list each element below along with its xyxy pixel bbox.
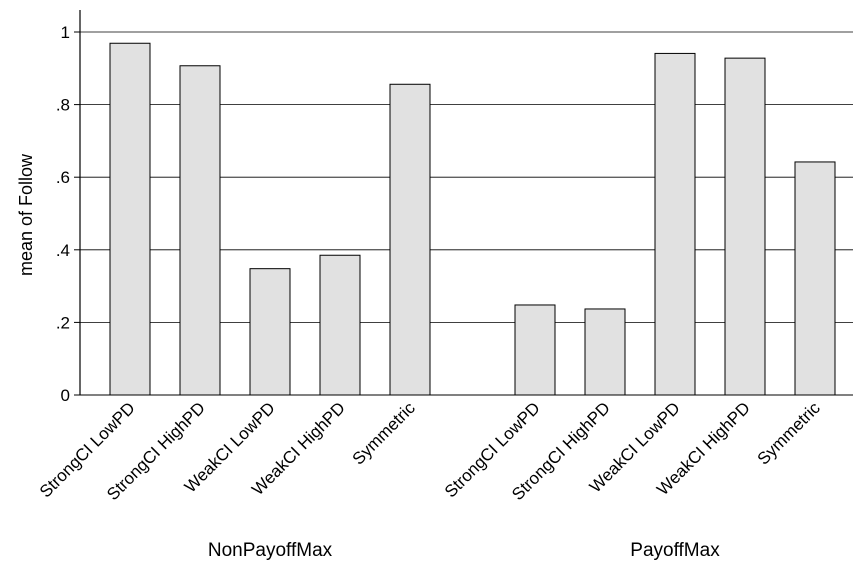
- category-label: Symmetric: [754, 398, 825, 469]
- bar-nonpayoffmax-symmetric: [389, 83, 431, 396]
- bar-payoffmax-weakci-lowpd: [654, 52, 696, 396]
- bar-payoffmax-strongci-lowpd: [514, 304, 556, 396]
- group-labels: NonPayoffMax PayoffMax: [208, 540, 720, 561]
- category-label: Symmetric: [349, 398, 420, 469]
- y-tick-label: 0: [61, 386, 70, 405]
- y-tick-label: .8: [56, 96, 70, 115]
- y-axis-title: mean of Follow: [16, 153, 36, 276]
- y-tick-label: .4: [56, 241, 70, 260]
- bar-nonpayoffmax-weakci-lowpd: [249, 268, 291, 396]
- bar-payoffmax-symmetric: [794, 161, 836, 396]
- bar-payoffmax-strongci-highpd: [584, 308, 626, 396]
- group-label: NonPayoffMax: [208, 540, 333, 561]
- bar-nonpayoffmax-strongci-lowpd: [109, 42, 151, 396]
- y-ticks: 0 .2 .4 .6 .8 1: [56, 23, 80, 405]
- y-tick-label: .2: [56, 313, 70, 332]
- y-tick-label: .6: [56, 168, 70, 187]
- bars: [109, 42, 836, 396]
- bar-payoffmax-weakci-highpd: [724, 57, 766, 396]
- group-label: PayoffMax: [630, 540, 720, 561]
- y-tick-label: 1: [61, 23, 70, 42]
- bar-nonpayoffmax-weakci-highpd: [319, 254, 361, 396]
- bar-nonpayoffmax-strongci-highpd: [179, 65, 221, 396]
